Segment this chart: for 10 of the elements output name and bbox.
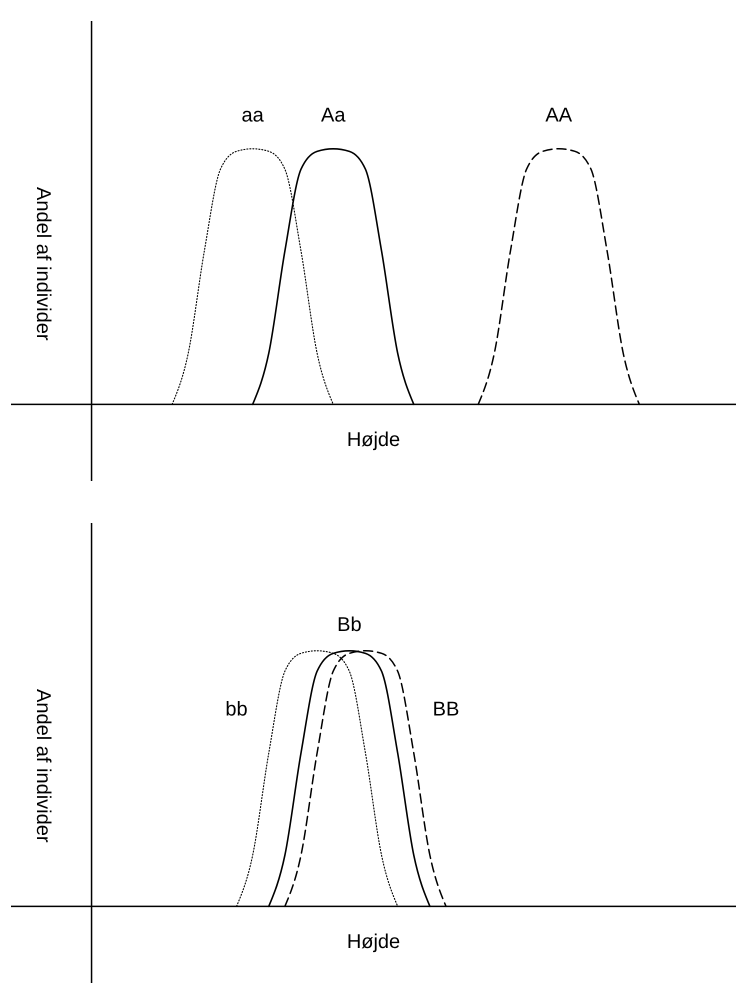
- x-axis-title: Højde: [346, 930, 400, 953]
- series-label: aa: [242, 104, 265, 127]
- x-axis-title: Højde: [346, 428, 400, 451]
- series-label: bb: [225, 698, 248, 721]
- series-label: AA: [545, 104, 573, 127]
- y-axis-title: Andel af individer: [32, 689, 54, 843]
- series-label: Bb: [337, 614, 362, 636]
- series-label: BB: [432, 698, 460, 721]
- series-label: Aa: [320, 104, 346, 127]
- y-axis-title: Andel af individer: [32, 187, 54, 341]
